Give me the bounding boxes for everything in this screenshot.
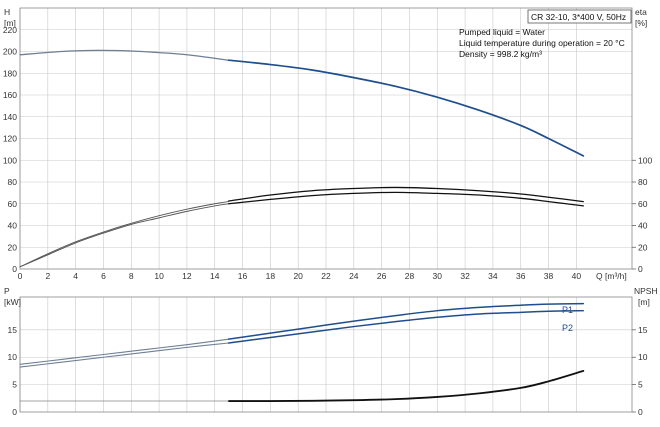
upper-panel-ticks: 0 2 4 6 8 10 12 14 16 18 20 22 24 26 28 30 32 34 36 38 40020… [3, 25, 653, 281]
x-tick-label: 26 [377, 271, 387, 281]
x-tick-label: 10 [154, 271, 164, 281]
x-tick-label: 6 [101, 271, 106, 281]
curve-label-p2: P2 [562, 323, 573, 333]
lower-left-tick-label: 0 [12, 407, 17, 417]
upper-left-tick-label: 180 [3, 68, 17, 78]
upper-left-tick-label: 140 [3, 112, 17, 122]
x-tick-label: 16 [238, 271, 248, 281]
note-density: Density = 998.2 kg/m³ [459, 49, 542, 59]
x-tick-label: 28 [405, 271, 415, 281]
efficiency-curve [19, 203, 230, 268]
upper-panel-frame [19, 7, 633, 270]
upper-right-tick-label: 60 [638, 199, 648, 209]
upper-right-tick-label: 80 [638, 177, 648, 187]
upper-right-axis-unit: [%] [635, 18, 647, 28]
power-curve-p2 [19, 342, 230, 368]
x-tick-label: 4 [73, 271, 78, 281]
head-curve [227, 59, 585, 157]
efficiency-curve [228, 191, 584, 207]
note-pumped-liquid: Pumped liquid = Water [459, 27, 545, 37]
lower-right-axis-unit: [m] [638, 297, 650, 307]
curve-label-p1: P1 [562, 305, 573, 315]
lower-left-tick-label: 15 [8, 325, 18, 335]
x-tick-label: 34 [488, 271, 498, 281]
lower-left-tick-label: 10 [8, 352, 18, 362]
upper-left-axis-label: H [4, 7, 10, 17]
upper-right-tick-label: 20 [638, 242, 648, 252]
upper-left-tick-label: 60 [8, 199, 18, 209]
note-liquid-temperature: Liquid temperature during operation = 20… [459, 38, 625, 48]
upper-left-tick-label: 200 [3, 47, 17, 57]
upper-left-tick-label: 160 [3, 90, 17, 100]
lower-right-tick-label: 0 [638, 407, 643, 417]
x-tick-label: 12 [182, 271, 192, 281]
power-curve-p1 [227, 302, 585, 340]
upper-left-tick-label: 20 [8, 242, 18, 252]
x-tick-label: 24 [349, 271, 359, 281]
power-curve-p2 [227, 309, 585, 344]
pump-title: CR 32-10, 3*400 V, 50Hz [531, 12, 626, 22]
lower-left-axis-unit: [kW] [4, 297, 21, 307]
x-tick-label: 0 [18, 271, 23, 281]
npsh-curve [227, 370, 585, 402]
pump-title-box [527, 9, 632, 24]
efficiency-curve [19, 201, 230, 268]
upper-right-tick-label: 0 [638, 264, 643, 274]
x-tick-label: 32 [460, 271, 470, 281]
upper-panel-grid [19, 8, 632, 269]
upper-left-tick-label: 80 [8, 177, 18, 187]
upper-left-tick-label: 220 [3, 25, 17, 35]
lower-left-tick-label: 5 [12, 380, 17, 390]
x-tick-label: 8 [129, 271, 134, 281]
upper-right-axis-label: eta [635, 7, 647, 17]
efficiency-curve [228, 186, 584, 203]
lower-right-tick-label: 10 [638, 352, 648, 362]
x-tick-label: 2 [45, 271, 50, 281]
x-tick-label: 14 [210, 271, 220, 281]
head-curve [19, 49, 230, 61]
x-tick-label: 36 [516, 271, 526, 281]
upper-right-tick-label: 40 [638, 221, 648, 231]
lower-panel-frame [19, 296, 633, 413]
x-tick-label: 30 [433, 271, 443, 281]
x-tick-label: 18 [266, 271, 276, 281]
curves [19, 49, 585, 402]
upper-left-tick-label: 100 [3, 155, 17, 165]
power-curve-p1 [19, 338, 230, 365]
lower-left-axis-label: P [4, 286, 10, 296]
x-tick-label: 38 [544, 271, 554, 281]
x-axis-unit: [m³/h] [605, 271, 627, 281]
lower-right-axis-label: NPSH [634, 286, 658, 296]
x-tick-label: 22 [321, 271, 331, 281]
upper-left-tick-label: 120 [3, 134, 17, 144]
lower-right-tick-label: 5 [638, 380, 643, 390]
upper-right-tick-label: 100 [638, 155, 652, 165]
upper-left-tick-label: 40 [8, 221, 18, 231]
upper-left-tick-label: 0 [12, 264, 17, 274]
x-axis-label: Q [596, 271, 603, 281]
lower-panel-ticks: 0 5 10 15 0 5 10 15 [8, 325, 648, 417]
lower-panel-grid [19, 297, 632, 412]
lower-right-tick-label: 15 [638, 325, 648, 335]
x-tick-label: 20 [293, 271, 303, 281]
upper-left-axis-unit: [m] [4, 18, 16, 28]
x-tick-label: 40 [572, 271, 582, 281]
